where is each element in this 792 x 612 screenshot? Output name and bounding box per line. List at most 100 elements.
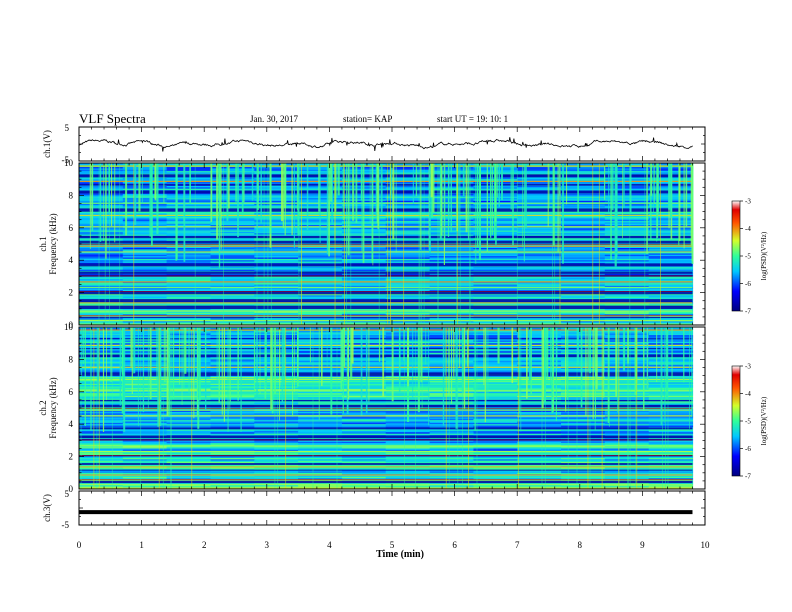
spectrogram-cell — [122, 234, 168, 237]
spectrogram-sferic — [218, 163, 220, 198]
spectrogram-cell — [561, 207, 606, 210]
spectrogram-cell — [210, 379, 255, 382]
spectrogram-cell — [210, 389, 255, 391]
spectrogram-sferic — [142, 327, 145, 413]
spectrogram-cell — [604, 475, 650, 478]
spectrogram-cell — [122, 360, 168, 363]
spectrogram-cell — [210, 285, 255, 288]
spectrogram-cell — [254, 207, 299, 210]
spectrogram-cell — [166, 285, 211, 288]
spectrogram-cell — [648, 256, 694, 258]
spectrogram-cell — [648, 393, 694, 395]
spectrogram-sferic — [526, 327, 528, 399]
spectrogram-cell — [648, 424, 694, 426]
spectrogram-yellow-streak — [93, 327, 95, 489]
spectrogram-cell — [298, 368, 343, 371]
spectrogram-cell — [473, 391, 518, 394]
spectrogram-streak — [552, 163, 553, 325]
spectrogram-cell — [254, 422, 299, 425]
spectrogram-cell — [254, 311, 299, 314]
spectrogram-cell — [341, 444, 387, 447]
spectrogram-cell — [561, 462, 606, 464]
spectrogram-sferic — [650, 163, 653, 196]
spectrogram-cell — [210, 206, 255, 208]
spectrogram-streak — [576, 327, 578, 489]
spectrogram-cell — [122, 172, 168, 175]
spectrogram-cell — [166, 273, 211, 276]
spectrogram-sferic — [169, 327, 170, 401]
spectrogram-cell — [254, 234, 299, 237]
spectrogram-cell — [561, 445, 606, 448]
spectrogram-cell — [298, 440, 343, 443]
spectrogram-streak — [223, 163, 224, 325]
spectrogram-cell — [473, 368, 518, 371]
spectrogram-cell — [79, 343, 124, 345]
spectrogram-cell — [341, 332, 387, 335]
spectrogram-cell — [604, 371, 650, 374]
spectrogram-cell — [210, 333, 255, 336]
spectrogram-cell — [604, 268, 650, 270]
spectrogram-cell — [429, 476, 474, 479]
spectrogram-cell — [517, 211, 562, 214]
spectrogram-cell — [122, 293, 168, 296]
spectrogram-cell — [166, 472, 211, 475]
spectrogram-cell — [79, 351, 124, 353]
spectrogram-sferic — [150, 163, 152, 199]
spectrogram-cell — [341, 447, 387, 449]
spectrogram-cell — [604, 335, 650, 337]
spectrogram-cell — [517, 225, 562, 227]
spectrogram-cell — [79, 312, 124, 315]
spectrogram-cell — [473, 472, 518, 475]
spectrogram-cell — [561, 179, 606, 181]
spectrogram-cell — [517, 308, 562, 311]
spectrogram-cell — [385, 456, 431, 459]
spectrogram-cell — [166, 410, 211, 413]
spectrogram-cell — [517, 195, 562, 198]
spectrogram-sferic — [81, 327, 83, 379]
spectrogram-cell — [254, 285, 299, 288]
spectrogram-cell — [122, 462, 168, 464]
spectrogram-cell — [254, 303, 299, 306]
spectrogram-cell — [648, 367, 694, 370]
spectrogram-streak — [423, 163, 425, 325]
spectrogram-cell — [122, 444, 168, 447]
spectrogram-cell — [254, 462, 299, 464]
spectrogram-cell — [254, 349, 299, 352]
spectrogram-sferic — [351, 327, 354, 364]
spectrogram-sferic — [328, 163, 330, 257]
spectrogram-cell — [517, 376, 562, 379]
spectrogram-sferic — [501, 163, 503, 201]
spectrogram-sferic — [205, 327, 207, 410]
spectrogram-cell — [648, 328, 694, 330]
spectrogram-cell — [648, 387, 694, 390]
spectrogram-cell — [254, 416, 299, 418]
spectrogram-cell — [341, 279, 387, 281]
spectrogram-streak — [662, 327, 663, 489]
spectrogram-sferic — [369, 163, 371, 224]
spectrogram-cell — [122, 244, 168, 246]
spectrogram-cell — [79, 433, 124, 436]
spectrogram-cell — [79, 276, 124, 279]
spectrogram-bright-line — [79, 302, 693, 304]
spectrogram-cell — [210, 168, 255, 171]
spectrogram-sferic — [486, 163, 488, 253]
spectrogram-sferic — [683, 327, 685, 383]
spectrogram-cell — [122, 468, 168, 471]
spectrogram-cell — [561, 273, 606, 276]
spectrogram-cell — [166, 217, 211, 219]
spectrogram-yellow-streak — [660, 163, 661, 325]
spectrogram-yellow-streak — [301, 163, 302, 325]
spectrogram-bright-line — [79, 245, 693, 247]
spectrogram-cell — [341, 403, 387, 406]
spectrogram-cell — [648, 269, 694, 272]
spectrogram-cell — [341, 335, 387, 337]
spectrogram-cell — [473, 341, 518, 344]
spectrogram-sferic — [237, 163, 239, 238]
spectrogram-cell — [648, 358, 694, 360]
spectrogram-cell — [648, 277, 694, 280]
spectrogram-cell — [429, 416, 474, 418]
spectrogram-cell — [122, 200, 168, 203]
spectrogram-cell — [473, 246, 518, 249]
ch3-waveform-panel: 5 -5 ch.3(V) — [42, 489, 706, 530]
spectrogram-cell — [298, 478, 343, 480]
